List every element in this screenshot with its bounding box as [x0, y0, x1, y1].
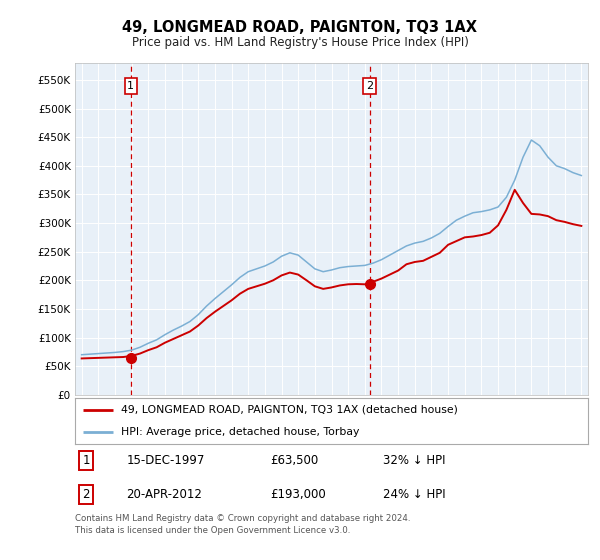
Text: 49, LONGMEAD ROAD, PAIGNTON, TQ3 1AX (detached house): 49, LONGMEAD ROAD, PAIGNTON, TQ3 1AX (de…: [121, 405, 458, 415]
Text: 2: 2: [83, 488, 90, 501]
Text: 24% ↓ HPI: 24% ↓ HPI: [383, 488, 445, 501]
Text: 1: 1: [83, 454, 90, 467]
Text: £193,000: £193,000: [270, 488, 326, 501]
Text: HPI: Average price, detached house, Torbay: HPI: Average price, detached house, Torb…: [121, 427, 359, 437]
Text: 32% ↓ HPI: 32% ↓ HPI: [383, 454, 445, 467]
Text: Contains HM Land Registry data © Crown copyright and database right 2024.
This d: Contains HM Land Registry data © Crown c…: [75, 514, 410, 535]
Text: 1: 1: [127, 81, 134, 91]
Text: 15-DEC-1997: 15-DEC-1997: [127, 454, 205, 467]
Text: £63,500: £63,500: [270, 454, 318, 467]
Text: Price paid vs. HM Land Registry's House Price Index (HPI): Price paid vs. HM Land Registry's House …: [131, 36, 469, 49]
Text: 49, LONGMEAD ROAD, PAIGNTON, TQ3 1AX: 49, LONGMEAD ROAD, PAIGNTON, TQ3 1AX: [122, 20, 478, 35]
Text: 20-APR-2012: 20-APR-2012: [127, 488, 202, 501]
Text: 2: 2: [366, 81, 373, 91]
